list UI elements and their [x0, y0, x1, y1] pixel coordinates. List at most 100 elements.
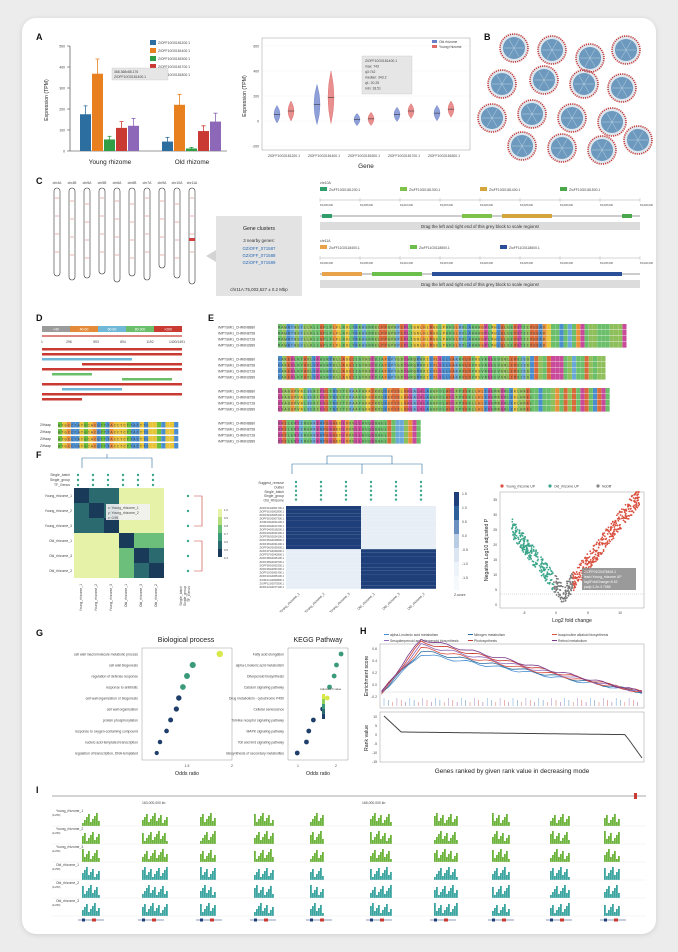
nt-cell: [101, 436, 106, 442]
aa-cell: [366, 330, 371, 336]
aa-cell: [551, 356, 556, 362]
coverage-bar: [564, 909, 566, 916]
aa-cell: [362, 406, 367, 412]
network-edge: [620, 49, 627, 59]
gene-model-exon: [604, 918, 607, 922]
track-gene-label: ZioFF11G0118600.1: [509, 246, 540, 250]
aa-cell: [336, 438, 341, 444]
coverage-bar: [322, 815, 324, 826]
coverage-bar: [506, 814, 508, 826]
aa-cell: [311, 388, 316, 394]
aa-cell: [546, 330, 551, 336]
heat-cell: [411, 531, 436, 535]
aa-cell: [420, 324, 425, 330]
nt-cell: [83, 422, 88, 428]
gsea-top-y-tick: 0.2: [372, 671, 377, 675]
volcano-point: [596, 557, 598, 559]
aa-cell: [357, 388, 362, 394]
coverage-bar: [92, 906, 94, 916]
aa-cell: [475, 324, 480, 330]
heat-cell: [336, 520, 361, 524]
nt-cell: [113, 422, 119, 428]
nearby-gene-2[interactable]: GZiOFF_071588: [243, 253, 277, 258]
aa-cell: [345, 400, 350, 406]
coverage-bar: [388, 875, 390, 880]
nearby-gene-3[interactable]: GZiOFF_071589: [243, 260, 277, 265]
coverage-bar: [152, 816, 154, 826]
aa-cell: [408, 324, 413, 330]
aa-cell: [303, 426, 308, 432]
aa-cell: [370, 362, 375, 368]
volcano-y-tick: 25: [493, 528, 497, 532]
aa-cell: [311, 324, 316, 330]
chromosome-label: chr4A: [53, 181, 63, 185]
heat-cell: [311, 542, 336, 546]
coverage-bar: [612, 854, 614, 862]
aa-cell: [320, 362, 325, 368]
aa-cell: [538, 356, 543, 362]
aa-cell: [614, 330, 619, 336]
corr-side-dot: [186, 524, 190, 528]
cluster-callout-pointer: [206, 250, 216, 262]
aa-cell: [504, 330, 509, 336]
aa-cell: [513, 368, 518, 374]
aa-cell: [563, 342, 568, 348]
nt-cell: [148, 422, 153, 428]
volcano-point: [616, 528, 618, 531]
volcano-point: [621, 511, 623, 513]
nearby-gene-1[interactable]: GZiOFF_071587: [243, 246, 277, 251]
heat-cell: [386, 570, 411, 575]
volcano-point: [589, 550, 592, 553]
aa-cell: [420, 374, 425, 380]
aa-cell: [588, 356, 593, 362]
heat-cell: [361, 534, 386, 539]
heat-cell: [336, 570, 361, 575]
coverage-bar: [206, 832, 208, 844]
aa-cell: [504, 406, 509, 412]
aa-cell: [588, 330, 593, 336]
coverage-bar: [550, 834, 552, 844]
aa-cell: [534, 362, 539, 368]
heat-anno-dot: [419, 480, 423, 484]
volcano-point: [612, 523, 615, 525]
coverage-bar: [208, 853, 210, 862]
gsea-bottom-y-tick: 5: [375, 724, 377, 728]
violin-tooltip: [361, 55, 413, 95]
kegg-term: Calcium signaling pathway: [244, 686, 284, 690]
heat-anno-dot: [419, 498, 423, 501]
aa-cell: [336, 324, 341, 330]
track-gene-swatch: [400, 187, 407, 191]
coverage-bar: [142, 833, 144, 844]
volcano-point: [564, 599, 567, 602]
heat-cell: [336, 585, 361, 589]
aa-cell: [542, 362, 547, 368]
aa-cell: [362, 330, 367, 336]
volcano-point: [578, 571, 581, 574]
go-bp-term: cell wall organization or biogenesis: [86, 697, 139, 701]
aa-cell: [509, 394, 514, 400]
bar-category-young: Young rhizome: [89, 159, 132, 166]
coverage-bar: [98, 871, 100, 880]
coverage-bar: [494, 871, 496, 880]
prot-row-label: IMPTSMI1_CHR6N2728: [218, 338, 255, 342]
aa-cell: [387, 356, 392, 362]
aa-cell: [278, 432, 283, 438]
aa-cell: [391, 438, 396, 444]
aa-cell: [399, 356, 404, 362]
aa-cell: [450, 342, 455, 348]
corr-scale-cell: [218, 517, 222, 525]
volcano-point: [540, 561, 543, 563]
coverage-bar: [550, 895, 552, 898]
coverage-bar: [82, 836, 84, 844]
aa-cell: [605, 406, 610, 412]
aa-cell: [286, 336, 291, 342]
aa-cell: [458, 406, 463, 412]
aa-cell: [576, 336, 581, 342]
heat-cell: [411, 552, 436, 557]
aa-cell: [278, 336, 283, 342]
coverage-bar: [262, 887, 264, 898]
aa-cell: [282, 336, 287, 342]
track-label: Old_rhizome_2: [56, 881, 79, 885]
aa-cell: [584, 388, 589, 394]
